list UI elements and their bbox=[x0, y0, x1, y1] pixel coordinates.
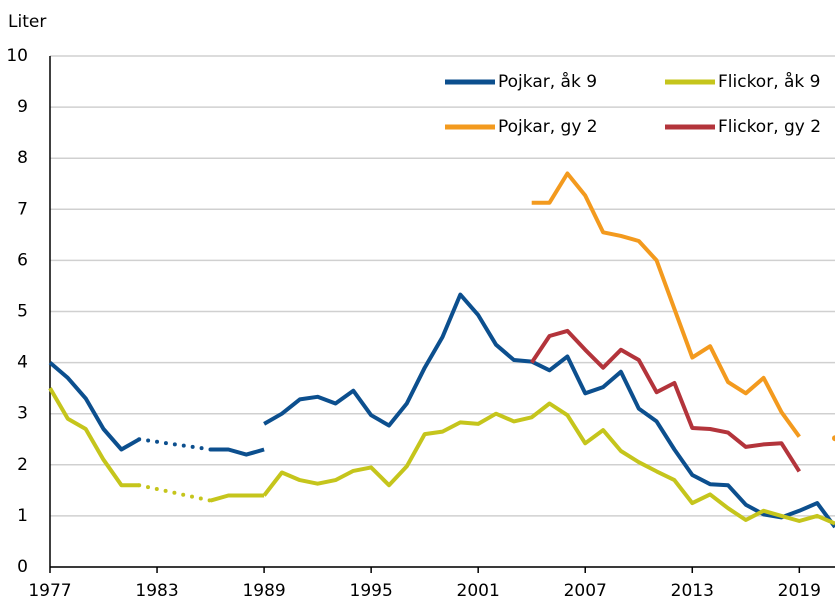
y-tick-label: 8 bbox=[17, 148, 28, 168]
x-tick-label: 1995 bbox=[350, 581, 393, 601]
legend-label: Pojkar, åk 9 bbox=[498, 71, 597, 92]
line bbox=[262, 401, 835, 526]
x-tick-label: 1983 bbox=[135, 581, 178, 601]
x-tick-label: 2019 bbox=[778, 581, 821, 601]
y-tick-label: 6 bbox=[17, 250, 28, 270]
y-tick-label: 5 bbox=[17, 302, 28, 322]
y-tick-label: 1 bbox=[17, 506, 28, 526]
gap-connector bbox=[137, 483, 213, 503]
legend-label: Flickor, åk 9 bbox=[718, 71, 821, 92]
y-tick-label: 3 bbox=[17, 404, 28, 424]
y-tick-label: 2 bbox=[17, 455, 28, 475]
line bbox=[263, 292, 835, 529]
point bbox=[832, 435, 835, 442]
x-tick-label: 1989 bbox=[242, 581, 285, 601]
line bbox=[210, 493, 265, 503]
x-tick-label: 1977 bbox=[28, 581, 71, 601]
x-tick-label: 2001 bbox=[457, 581, 500, 601]
line bbox=[48, 361, 141, 452]
x-tick-label: 2013 bbox=[671, 581, 714, 601]
line bbox=[530, 328, 801, 473]
legend-label: Flickor, gy 2 bbox=[718, 117, 821, 137]
y-tick-label: 7 bbox=[17, 199, 28, 219]
y-tick-label: 10 bbox=[6, 46, 28, 66]
y-tick-label: 4 bbox=[17, 353, 28, 373]
x-tick-label: 2007 bbox=[564, 581, 607, 601]
gap-connector bbox=[137, 437, 213, 452]
y-axis-label: Liter bbox=[8, 12, 46, 32]
line bbox=[210, 447, 265, 457]
legend-label: Pojkar, gy 2 bbox=[498, 117, 598, 137]
line bbox=[531, 171, 801, 438]
y-tick-label: 9 bbox=[17, 97, 28, 117]
y-tick-label: 0 bbox=[17, 557, 28, 577]
line bbox=[48, 387, 140, 488]
